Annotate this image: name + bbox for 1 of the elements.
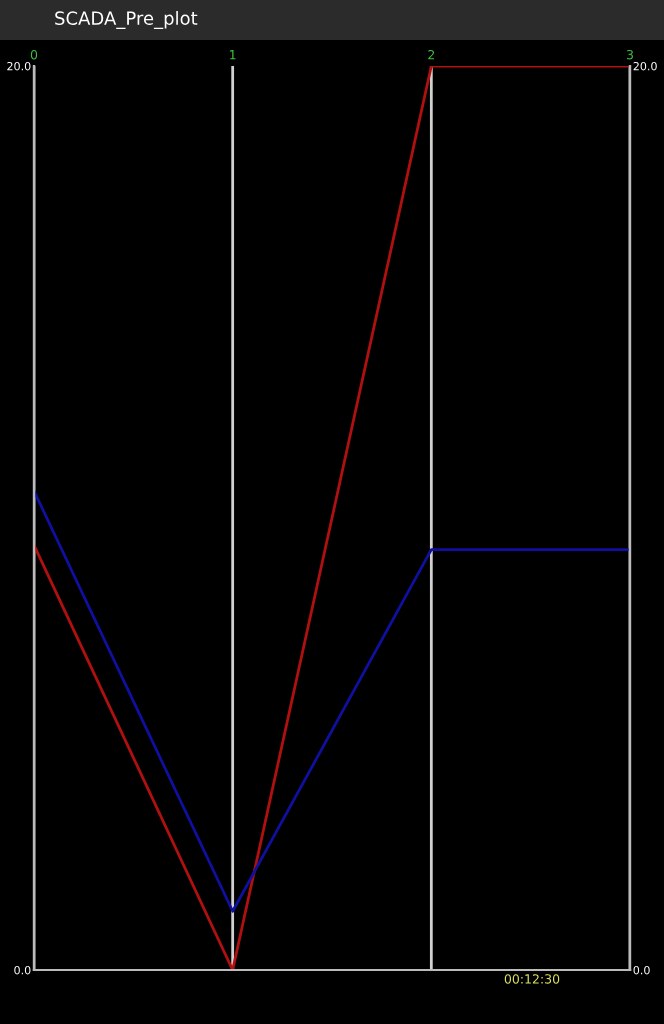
- chart-title: SCADA_Pre_plot: [55, 11, 198, 29]
